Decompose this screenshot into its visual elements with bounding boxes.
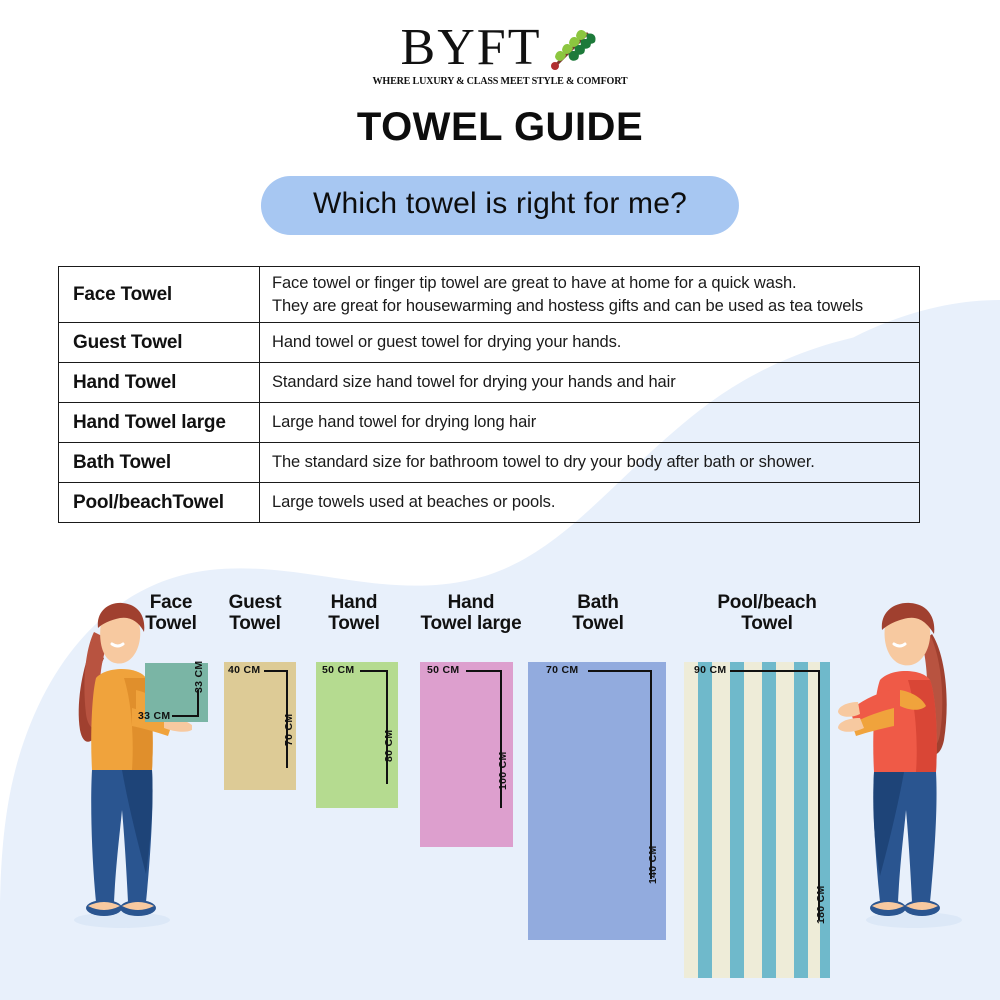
size-label-line2: Towel <box>145 613 197 635</box>
towel-name-cell: Pool/beachTowel <box>58 482 260 523</box>
size-label-pool-beach-towel: Pool/beach Towel <box>704 592 830 635</box>
dim-label-guest-height: 70 CM <box>283 713 295 746</box>
size-label-line2: Towel <box>229 613 281 635</box>
table-row: Face Towel Face towel or finger tip towe… <box>58 266 920 323</box>
dim-label-hlarge-height: 100 CM <box>497 751 509 790</box>
dim-rule-pool-top <box>730 670 820 673</box>
question-banner: Which towel is right for me? <box>260 176 740 235</box>
dim-rule-bath-top <box>588 670 652 673</box>
towel-desc-cell: Face towel or finger tip towel are great… <box>259 266 920 323</box>
towel-desc-cell: Large towels used at beaches or pools. <box>259 482 920 523</box>
size-label-line2: Towel <box>741 613 793 635</box>
size-label-guest-towel: Guest Towel <box>214 592 296 635</box>
towel-desc-cell: The standard size for bathroom towel to … <box>259 442 920 483</box>
dim-label-bath-height: 140 CM <box>647 845 659 884</box>
size-label-line1: Face <box>149 592 193 613</box>
size-label-line1: Pool/beach <box>717 592 817 613</box>
dim-rule-hlarge-top <box>466 670 502 673</box>
dim-rule-hand-height <box>386 670 389 784</box>
woman-holding-face-towel <box>74 602 192 928</box>
towel-swatch-pool-beach-towel <box>684 662 830 978</box>
brand-header: BYFT WHERE LUXURY & CLASS MEET STYLE & C… <box>0 19 1000 88</box>
brand-name: BYFT <box>400 19 542 76</box>
table-row: Hand Towel large Large hand towel for dr… <box>58 402 920 443</box>
size-label-line1: Bath <box>577 592 619 613</box>
dim-rule-guest-top <box>264 670 288 673</box>
pool-stripe <box>762 662 776 978</box>
dim-label-hand-width: 50 CM <box>322 664 355 676</box>
dim-rule-face-width <box>172 715 199 718</box>
pool-stripe <box>730 662 744 978</box>
size-label-line2: Towel <box>572 613 624 635</box>
towel-swatch-hand-towel-large <box>420 662 513 847</box>
towel-name-cell: Guest Towel <box>58 322 260 363</box>
towel-swatch-hand-towel <box>316 662 398 808</box>
towel-desc-cell: Large hand towel for drying long hair <box>259 402 920 443</box>
towel-desc-cell: Standard size hand towel for drying your… <box>259 362 920 403</box>
dim-label-pool-height: 180 CM <box>815 885 827 924</box>
size-label-line1: Guest <box>228 592 282 613</box>
dim-rule-face-height <box>197 690 200 717</box>
pool-stripe <box>794 662 808 978</box>
dim-label-face-width: 33 CM <box>138 710 171 722</box>
size-label-face-towel: Face Towel <box>132 592 210 635</box>
pool-stripe <box>698 662 712 978</box>
question-text: Which towel is right for me? <box>312 187 688 220</box>
dim-rule-bath-height <box>650 670 653 879</box>
dim-label-face-height: 33 CM <box>193 660 205 693</box>
towel-name-cell: Face Towel <box>58 266 260 323</box>
size-label-line2: Towel large <box>420 613 522 635</box>
towel-desc-cell: Hand towel or guest towel for drying you… <box>259 322 920 363</box>
towel-swatch-guest-towel <box>224 662 296 790</box>
size-label-hand-towel-large: Hand Towel large <box>408 592 534 635</box>
table-row: Bath Towel The standard size for bathroo… <box>58 442 920 483</box>
dim-rule-pool-height <box>818 670 821 920</box>
brand-tagline: WHERE LUXURY & CLASS MEET STYLE & COMFOR… <box>372 76 628 87</box>
leaf-sprig-icon <box>551 30 596 70</box>
size-label-line1: Hand <box>447 592 495 613</box>
size-label-line2: Towel <box>328 613 380 635</box>
woman-holding-pool-towel <box>838 602 962 928</box>
towel-swatch-bath-towel <box>528 662 666 940</box>
towel-name-cell: Hand Towel <box>58 362 260 403</box>
dim-label-guest-width: 40 CM <box>228 664 261 676</box>
size-label-hand-towel: Hand Towel <box>314 592 394 635</box>
table-row: Guest Towel Hand towel or guest towel fo… <box>58 322 920 363</box>
table-row: Pool/beachTowel Large towels used at bea… <box>58 482 920 523</box>
towel-name-cell: Hand Towel large <box>58 402 260 443</box>
size-label-line1: Hand <box>330 592 378 613</box>
dim-rule-hlarge-height <box>500 670 503 808</box>
desc-line-1: Face towel or finger tip towel are great… <box>272 274 864 315</box>
towel-description-table: Face Towel Face towel or finger tip towe… <box>58 266 920 523</box>
dim-rule-guest-height <box>286 670 289 768</box>
dim-label-hand-height: 80 CM <box>383 729 395 762</box>
pool-stripe <box>820 662 830 978</box>
towel-swatch-face-towel <box>145 663 208 722</box>
towel-name-cell: Bath Towel <box>58 442 260 483</box>
dim-label-bath-width: 70 CM <box>546 664 579 676</box>
dim-label-pool-width: 90 CM <box>694 664 727 676</box>
size-label-bath-towel: Bath Towel <box>558 592 638 635</box>
dim-label-hlarge-width: 50 CM <box>427 664 460 676</box>
table-row: Hand Towel Standard size hand towel for … <box>58 362 920 403</box>
page-title: TOWEL GUIDE <box>356 105 644 149</box>
dim-rule-hand-top <box>360 670 388 673</box>
